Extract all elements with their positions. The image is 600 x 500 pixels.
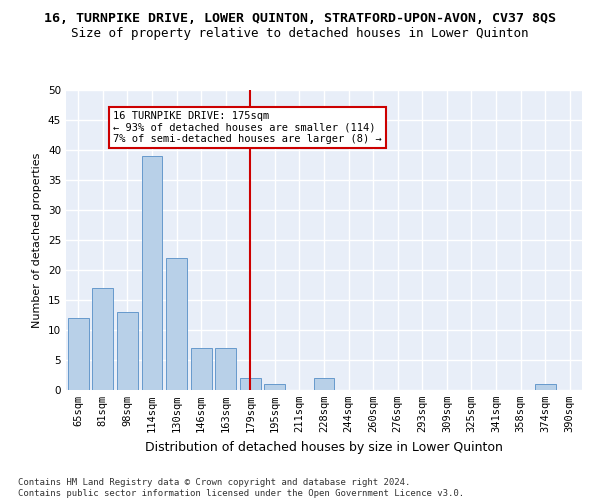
Bar xyxy=(166,258,187,390)
Bar xyxy=(240,378,261,390)
Text: Contains HM Land Registry data © Crown copyright and database right 2024.
Contai: Contains HM Land Registry data © Crown c… xyxy=(18,478,464,498)
Text: 16 TURNPIKE DRIVE: 175sqm
← 93% of detached houses are smaller (114)
7% of semi-: 16 TURNPIKE DRIVE: 175sqm ← 93% of detac… xyxy=(113,111,382,144)
X-axis label: Distribution of detached houses by size in Lower Quinton: Distribution of detached houses by size … xyxy=(145,440,503,454)
Bar xyxy=(314,378,334,390)
Bar xyxy=(535,384,556,390)
Bar xyxy=(68,318,89,390)
Text: 16, TURNPIKE DRIVE, LOWER QUINTON, STRATFORD-UPON-AVON, CV37 8QS: 16, TURNPIKE DRIVE, LOWER QUINTON, STRAT… xyxy=(44,12,556,26)
Bar xyxy=(191,348,212,390)
Bar xyxy=(265,384,286,390)
Y-axis label: Number of detached properties: Number of detached properties xyxy=(32,152,43,328)
Text: Size of property relative to detached houses in Lower Quinton: Size of property relative to detached ho… xyxy=(71,28,529,40)
Bar xyxy=(117,312,138,390)
Bar xyxy=(215,348,236,390)
Bar xyxy=(92,288,113,390)
Bar xyxy=(142,156,163,390)
